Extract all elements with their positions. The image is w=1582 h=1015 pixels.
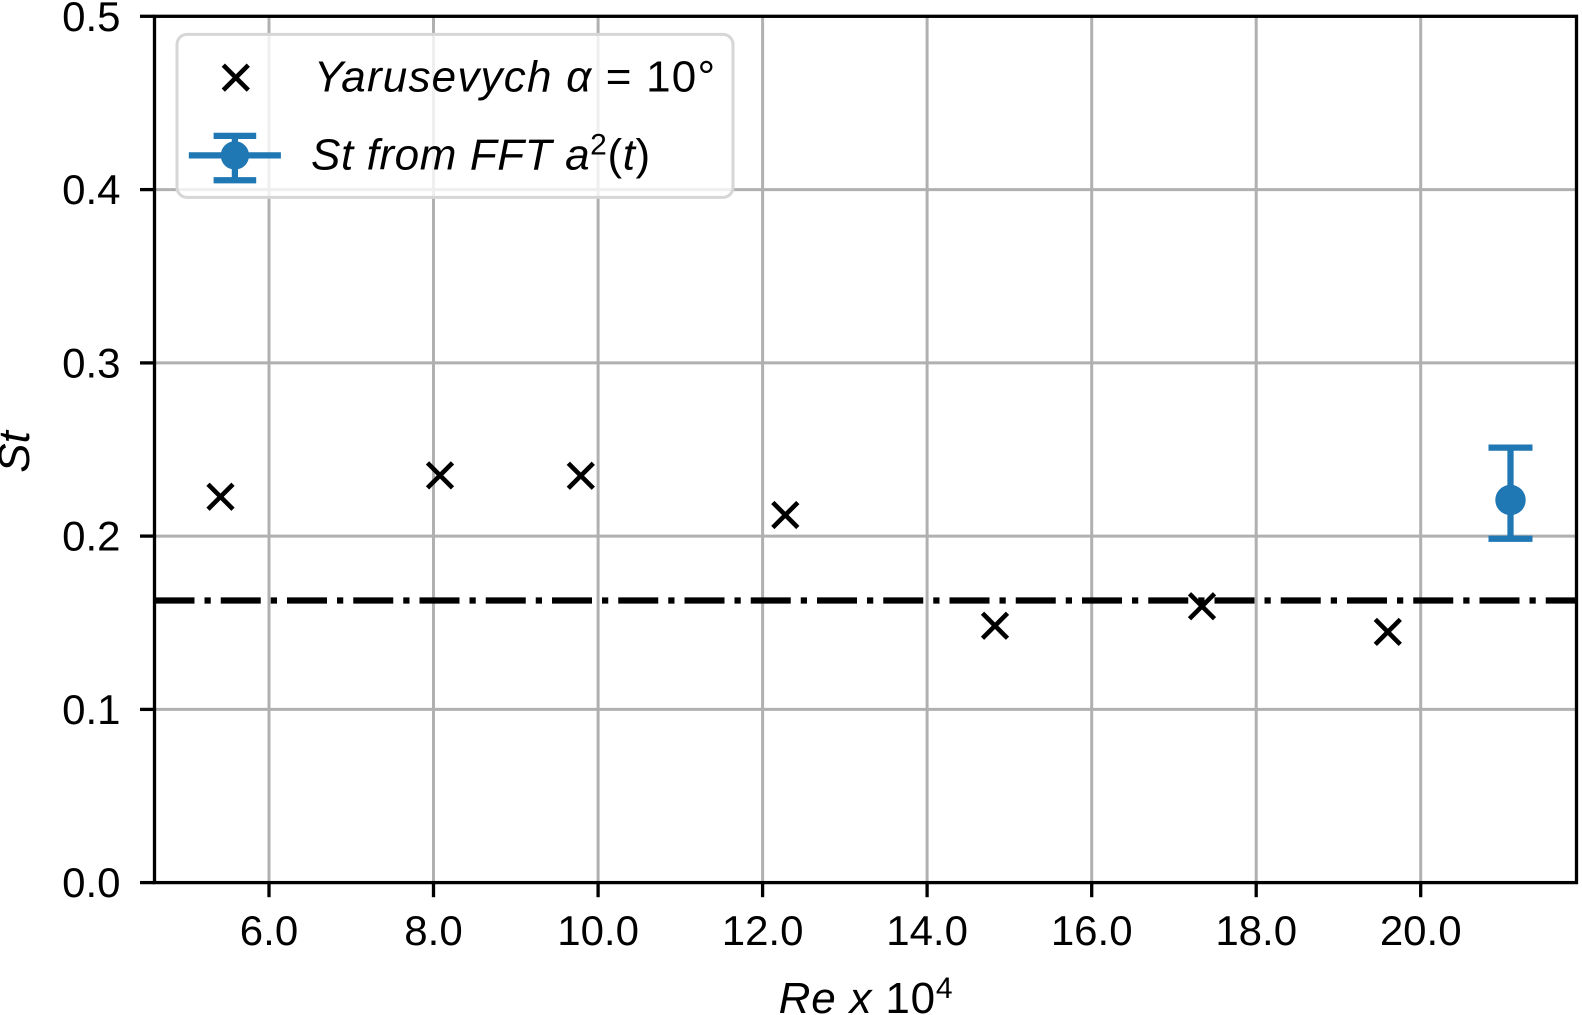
svg-text:18.0: 18.0 — [1215, 907, 1297, 954]
svg-text:0.2: 0.2 — [62, 513, 120, 560]
svg-text:0.4: 0.4 — [62, 166, 120, 213]
svg-text:12.0: 12.0 — [722, 907, 804, 954]
svg-text:10.0: 10.0 — [557, 907, 639, 954]
svg-text:0.1: 0.1 — [62, 686, 120, 733]
svg-text:16.0: 16.0 — [1051, 907, 1133, 954]
svg-text:8.0: 8.0 — [404, 907, 462, 954]
svg-text:6.0: 6.0 — [240, 907, 298, 954]
svg-text:St: St — [0, 429, 39, 472]
svg-text:14.0: 14.0 — [886, 907, 968, 954]
svg-text:20.0: 20.0 — [1380, 907, 1462, 954]
svg-text:Yarusevych α = 10°: Yarusevych α = 10° — [314, 53, 716, 102]
svg-text:0.0: 0.0 — [62, 859, 120, 906]
svg-text:Re x 104: Re x 104 — [779, 972, 954, 1015]
svg-text:0.3: 0.3 — [62, 339, 120, 386]
svg-text:0.5: 0.5 — [62, 0, 120, 40]
